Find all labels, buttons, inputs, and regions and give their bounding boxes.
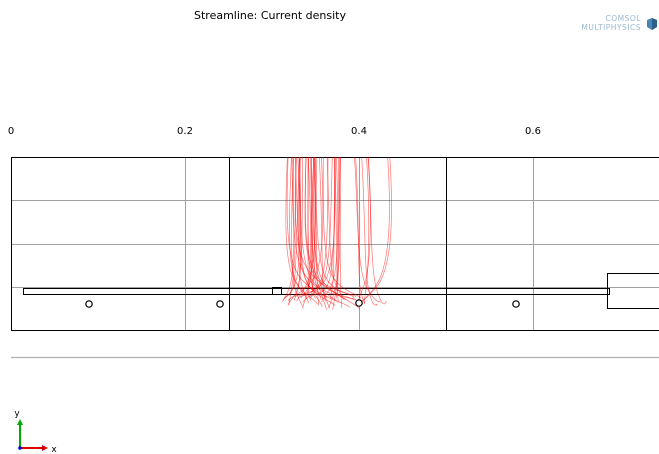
streamline-path bbox=[322, 156, 362, 299]
triad-y-label: y bbox=[14, 409, 20, 419]
x-tick-label: 0.6 bbox=[525, 126, 541, 137]
streamline-path bbox=[332, 156, 339, 310]
streamline-path bbox=[282, 156, 295, 302]
streamline-path bbox=[289, 156, 307, 299]
streamline-path bbox=[319, 156, 326, 302]
streamline-path bbox=[315, 156, 355, 298]
streamline-path bbox=[297, 156, 309, 304]
streamline-path bbox=[310, 156, 327, 310]
streamline-path bbox=[299, 156, 355, 301]
comsol-logo-icon bbox=[647, 18, 657, 30]
triad-x-label: x bbox=[51, 445, 57, 453]
circle-marker bbox=[85, 300, 93, 308]
logo-text-line1: COMSOL bbox=[605, 14, 641, 23]
streamline-path bbox=[294, 156, 336, 298]
plot-title: Streamline: Current density bbox=[194, 9, 346, 22]
streamline-path bbox=[287, 156, 324, 302]
streamline-path bbox=[291, 156, 337, 302]
streamline-path bbox=[361, 156, 378, 306]
streamline-path bbox=[307, 156, 310, 299]
streamline-path bbox=[291, 156, 304, 309]
circle-markers bbox=[85, 299, 520, 308]
streamline-path bbox=[334, 156, 339, 304]
streamline-path bbox=[355, 156, 365, 304]
streamline-path bbox=[311, 156, 357, 302]
streamline-path bbox=[302, 156, 333, 303]
right-block bbox=[607, 273, 659, 309]
circle-marker bbox=[216, 300, 224, 308]
circle-marker bbox=[355, 299, 363, 307]
triad-z-dot-icon bbox=[18, 446, 22, 450]
circle-marker bbox=[512, 300, 520, 308]
streamline-path bbox=[295, 156, 360, 310]
streamline-path bbox=[288, 156, 297, 305]
streamline-path bbox=[294, 156, 336, 306]
axis-triad: y x bbox=[14, 409, 57, 453]
streamline-path bbox=[283, 156, 301, 301]
triad-x-arrow-icon bbox=[42, 445, 48, 451]
streamline-path bbox=[311, 156, 336, 297]
x-axis-ticks: 0 0.2 0.4 0.6 bbox=[8, 126, 541, 137]
small-rect bbox=[272, 287, 282, 295]
x-tick-label: 0.4 bbox=[351, 126, 367, 137]
logo-text-line2: MULTIPHYSICS bbox=[581, 23, 641, 32]
x-tick-label: 0.2 bbox=[177, 126, 193, 137]
streamline-path bbox=[285, 156, 318, 305]
x-tick-label: 0 bbox=[8, 126, 14, 137]
triad-y-arrow-icon bbox=[17, 419, 23, 425]
domain-outline bbox=[11, 157, 659, 331]
streamline-path bbox=[358, 156, 390, 303]
streamline-path bbox=[367, 156, 387, 305]
streamlines bbox=[282, 156, 392, 310]
streamline-path bbox=[302, 156, 311, 307]
comsol-logo: COMSOL MULTIPHYSICS bbox=[566, 14, 659, 36]
